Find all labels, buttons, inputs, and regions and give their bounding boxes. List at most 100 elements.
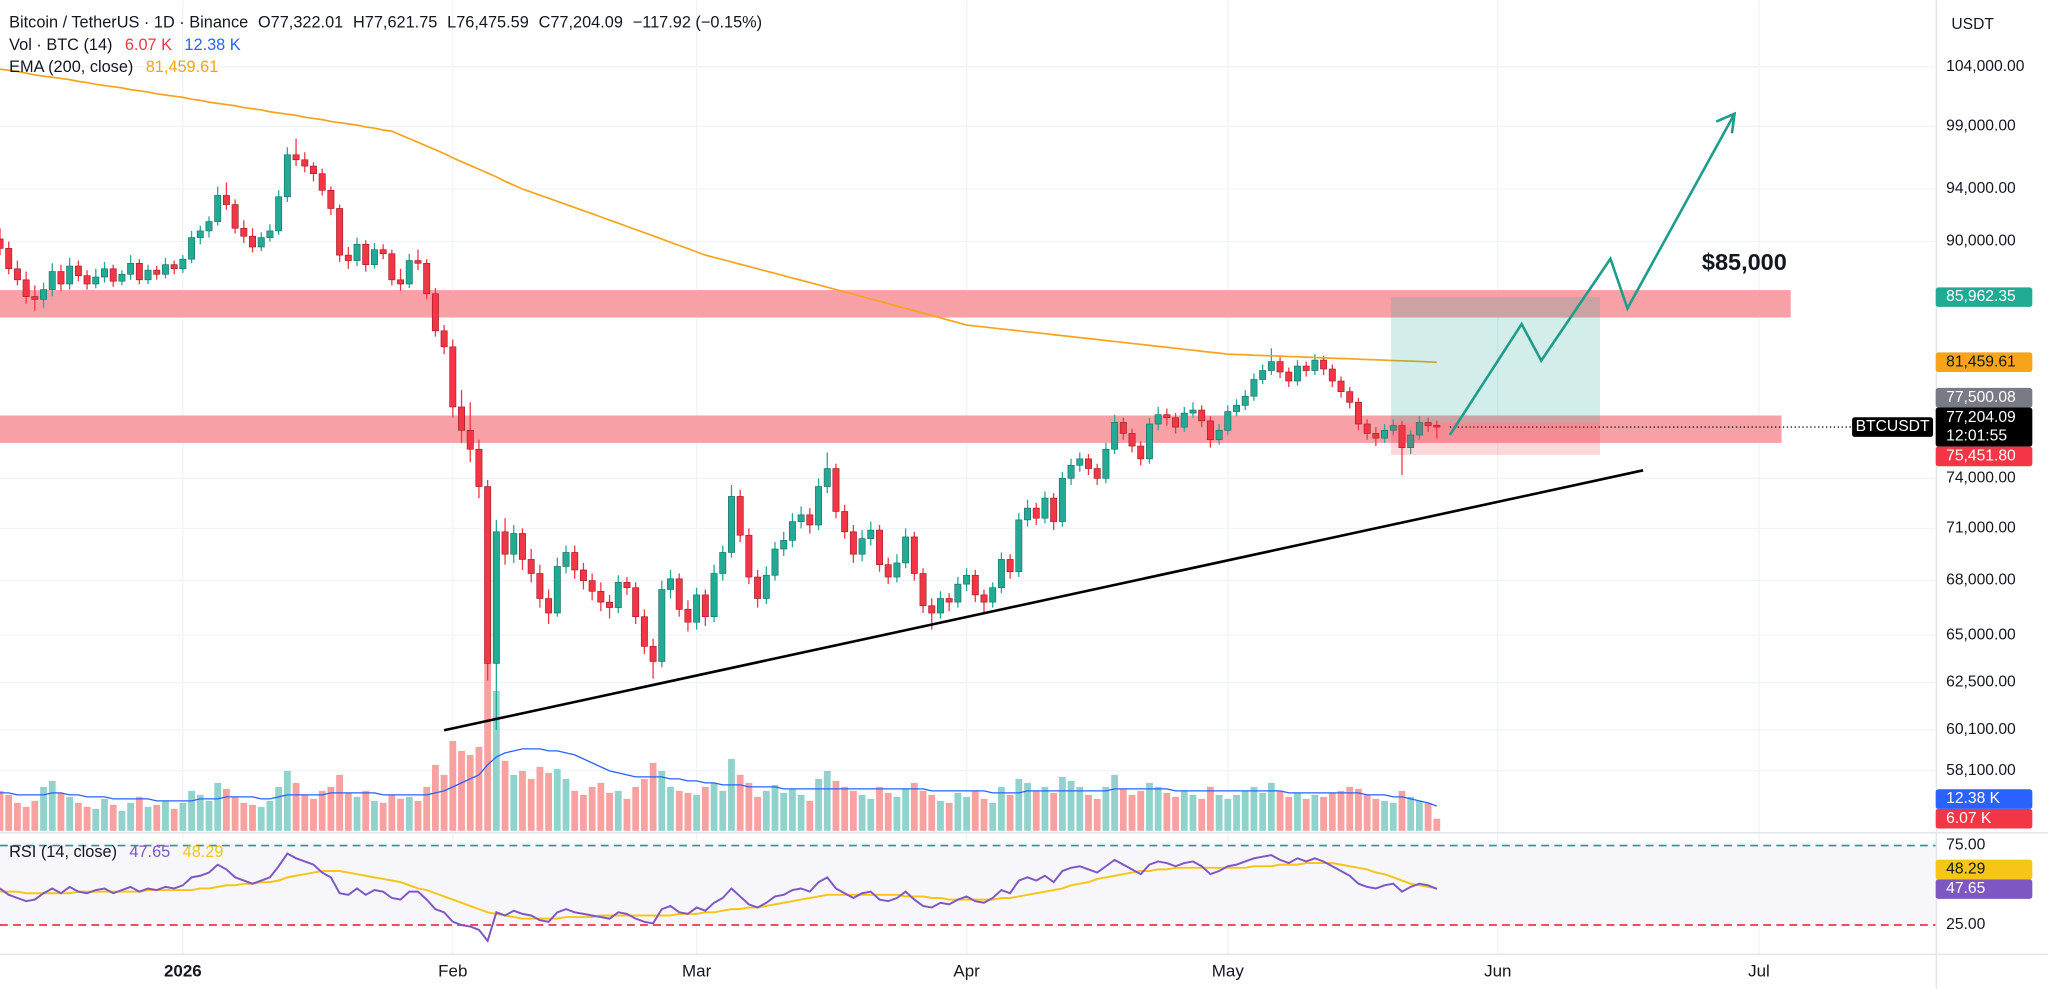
volume-bar (405, 796, 413, 831)
volume-bar (1302, 798, 1310, 831)
volume-bar (1224, 798, 1232, 831)
axis-tag (1935, 446, 2033, 467)
volume-bar (536, 766, 544, 831)
volume-bar (458, 750, 465, 831)
axis-tag (1935, 789, 2033, 809)
candle-body (867, 529, 875, 539)
volume-bar (1259, 792, 1267, 831)
volume-bar (1233, 794, 1240, 831)
volume-bar (257, 806, 265, 831)
volume-bar (188, 790, 195, 831)
volume-bar (1215, 794, 1223, 831)
axis-tag (1935, 879, 2033, 899)
rsi-legend: RSI (14, close) 47.65 48.29 (9, 843, 223, 861)
candle-body (919, 573, 927, 607)
volume-bar (1163, 792, 1171, 831)
candle-body (910, 536, 918, 574)
candle-body (806, 514, 814, 526)
volume-bar (849, 790, 857, 831)
y-tick-label: 58,100.00 (1946, 762, 2016, 779)
volume-bar (954, 792, 962, 831)
legend-line: Bitcoin / TetherUS · 1D · Binance O77,32… (9, 14, 762, 32)
annotation: $85,000 (1702, 249, 1787, 275)
candle-body (527, 559, 535, 574)
candle-body (1241, 395, 1249, 406)
candle-body (963, 574, 971, 585)
candle-body (1172, 417, 1180, 428)
rsi-line (0, 852, 1438, 943)
candle-body (1206, 420, 1214, 441)
candle-body (440, 330, 448, 348)
candle-body (1233, 405, 1240, 412)
volume-bar (101, 798, 108, 831)
volume-bar (884, 792, 892, 831)
candle-body (1320, 359, 1328, 370)
candle-body (832, 468, 840, 512)
candle-body (980, 594, 988, 603)
volume-bar (466, 754, 474, 831)
volume-bar (693, 794, 701, 831)
volume-bar (83, 806, 91, 831)
candle-body (771, 548, 779, 576)
volume-bar (815, 778, 822, 831)
volume-bar (632, 786, 640, 831)
candle-body (945, 598, 953, 603)
candle-body (780, 540, 788, 550)
volume-bar (649, 762, 657, 831)
price-pane (0, 68, 1853, 730)
volume-bar (449, 740, 457, 831)
volume-legend: Vol · BTC (14) 6.07 K 12.38 K (9, 36, 241, 54)
long-position (1391, 297, 1600, 455)
x-tick-label: Apr (953, 961, 980, 980)
candle-body (614, 582, 622, 608)
resistance-zone (0, 290, 1791, 318)
candle-body (466, 429, 474, 450)
volume-ma-value: 12.38 K (184, 36, 240, 54)
candle-body (31, 296, 39, 300)
ema-legend: EMA (200, close) 81,459.61 (9, 58, 218, 76)
volume-bar (998, 786, 1005, 831)
candle-body (623, 582, 631, 589)
volume-bar (1415, 800, 1423, 831)
candle-body (475, 448, 483, 487)
candle-body (545, 598, 553, 614)
axis-tag (1935, 808, 2033, 829)
candle-body (928, 605, 936, 614)
candle-body (1154, 414, 1162, 425)
x-tick-label: Jun (1484, 961, 1511, 980)
volume-bar (1372, 798, 1380, 831)
volume-bar (118, 810, 126, 831)
volume-bar (1067, 780, 1075, 831)
candle-body (1041, 497, 1049, 519)
candle-body (858, 538, 866, 555)
volume-bar (196, 794, 204, 831)
ema-line (0, 68, 1437, 364)
candle-body (327, 189, 335, 209)
candle-body (5, 248, 13, 270)
volume-bar (1119, 788, 1127, 831)
candle-body (1285, 371, 1293, 382)
candle-body (22, 279, 30, 297)
candle-body (310, 165, 317, 175)
volume-bar (1241, 790, 1249, 831)
grid (0, 0, 1936, 954)
volume-bar (318, 790, 326, 831)
candle-body (841, 511, 849, 533)
candle-body (954, 583, 962, 603)
candle-body (823, 468, 831, 487)
candle-body (423, 262, 431, 295)
volume-bar (675, 790, 683, 831)
y-tick-label: 104,000.00 (1946, 58, 2025, 75)
volume-bar (1006, 794, 1014, 831)
candle-body (1398, 425, 1406, 448)
axis-tag-label: 85,962.35 (1946, 288, 2016, 305)
volume-bar (728, 758, 735, 831)
candle-body (1189, 409, 1197, 414)
volume-bar (971, 790, 979, 831)
candle-body (519, 533, 526, 560)
candle-body (214, 195, 222, 222)
volume-bar (57, 792, 65, 831)
x-tick-label: 2026 (164, 961, 202, 980)
volume-bar (135, 796, 143, 831)
